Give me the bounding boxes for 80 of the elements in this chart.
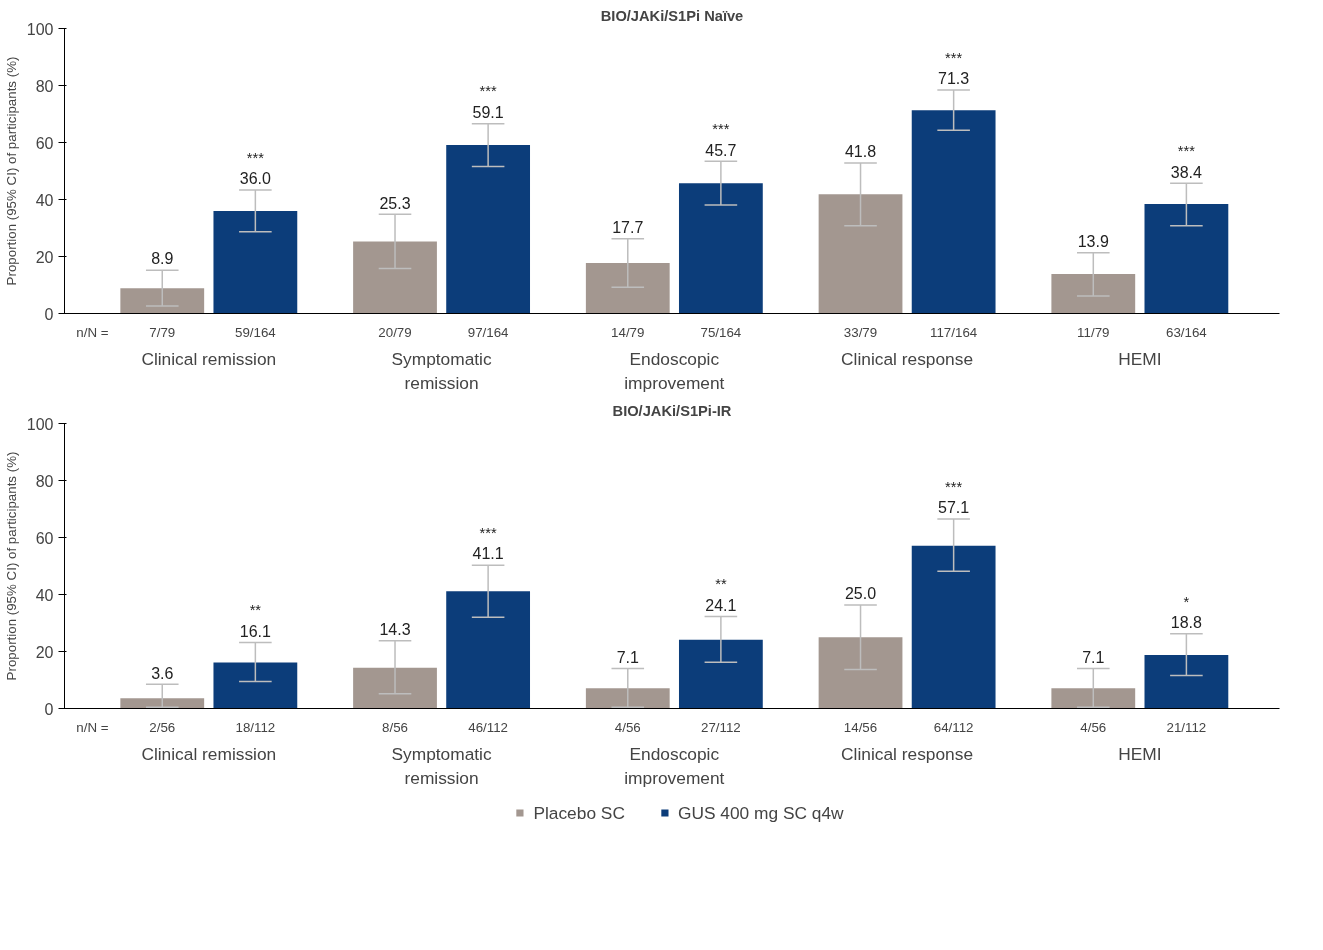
- legend-label: GUS 400 mg SC q4w: [677, 802, 844, 823]
- annotation: **: [249, 602, 262, 619]
- data-label: 3.6: [151, 664, 174, 682]
- data-label: 17.7: [612, 219, 644, 237]
- data-label: 25.0: [844, 585, 877, 603]
- text: 27/112: [700, 719, 741, 735]
- text: 8/56: [382, 719, 408, 735]
- data-label: 38.4: [1170, 163, 1203, 181]
- annotation: ***: [479, 83, 497, 100]
- data-label: 57.1: [938, 499, 970, 517]
- annotation: ***: [1177, 143, 1196, 160]
- y-axis-title: Proportion (95% CI) of participants (%): [3, 56, 19, 286]
- y-tick-label: 40: [35, 586, 54, 604]
- text: 14/79: [611, 324, 645, 340]
- x-tick-label: Clinical response: [841, 348, 974, 369]
- x-tick-label: Clinical remission: [141, 348, 277, 369]
- text: 33/79: [843, 324, 878, 340]
- annotation: *: [1183, 593, 1190, 610]
- text: 46/112: [468, 719, 509, 735]
- text: 117/164: [930, 324, 978, 340]
- text: 97/164: [467, 324, 510, 340]
- data-label: 13.9: [1077, 233, 1109, 251]
- annotation: ***: [246, 149, 265, 166]
- text: 20/79: [378, 324, 412, 340]
- y-tick-label: 60: [35, 134, 54, 152]
- y-tick-label: 0: [44, 305, 54, 323]
- data-label: 25.3: [379, 194, 411, 212]
- y-tick-label: 60: [35, 529, 54, 547]
- data-label: 41.8: [844, 143, 877, 161]
- legend-label: Placebo SC: [533, 802, 625, 823]
- text: n/N =: [76, 324, 109, 340]
- x-tick-label: Symptomatic remission: [391, 743, 492, 788]
- data-label: 7.1: [1082, 648, 1105, 666]
- y-tick-label: 20: [35, 643, 54, 661]
- y-tick-label: 100: [26, 20, 54, 38]
- text: 4/56: [614, 719, 641, 735]
- data-label: 45.7: [705, 141, 737, 159]
- x-tick-label: HEMI: [1118, 348, 1162, 369]
- data-label: 24.1: [705, 596, 737, 614]
- data-label: 36.0: [239, 170, 272, 188]
- data-label: 14.3: [379, 620, 411, 638]
- annotation: ***: [945, 49, 963, 66]
- text: 14/56: [843, 719, 878, 735]
- text: n/N =: [76, 719, 109, 735]
- y-tick-label: 80: [35, 472, 54, 490]
- y-tick-label: 20: [35, 248, 54, 266]
- x-tick-label: HEMI: [1118, 743, 1162, 764]
- data-label: 16.1: [239, 622, 272, 640]
- text: 64/112: [933, 719, 974, 735]
- text: 2/56: [149, 719, 176, 735]
- data-label: 59.1: [472, 103, 504, 121]
- text: 59/164: [234, 324, 277, 340]
- data-label: 41.1: [472, 545, 504, 563]
- annotation: **: [715, 576, 727, 593]
- chart-title: BIO/JAKi/S1Pi-IR: [612, 402, 732, 419]
- y-tick-label: 0: [44, 700, 54, 718]
- text: 18/112: [235, 719, 276, 735]
- text: 75/164: [700, 324, 742, 340]
- text: 11/79: [1077, 324, 1110, 340]
- x-tick-label: Clinical remission: [141, 743, 277, 764]
- x-tick-label: Endoscopic improvement: [624, 743, 725, 788]
- x-tick-label: Endoscopic improvement: [624, 348, 725, 393]
- data-label: 71.3: [938, 70, 970, 88]
- chart-title: BIO/JAKi/S1Pi Naïve: [600, 7, 744, 24]
- text: 21/112: [1166, 719, 1207, 735]
- y-tick-label: 100: [26, 415, 54, 433]
- y-tick-label: 40: [35, 191, 54, 209]
- data-label: 8.9: [151, 250, 174, 268]
- data-label: 18.8: [1170, 614, 1203, 632]
- y-tick-label: 80: [35, 77, 54, 95]
- data-label: 7.1: [616, 648, 639, 666]
- x-tick-label: Clinical response: [841, 743, 974, 764]
- text: 7/79: [149, 324, 176, 340]
- text: 63/164: [1166, 324, 1208, 340]
- annotation: ***: [712, 121, 730, 138]
- annotation: ***: [479, 524, 497, 541]
- y-axis-title: Proportion (95% CI) of participants (%): [3, 451, 19, 681]
- x-tick-label: Symptomatic remission: [391, 348, 492, 393]
- annotation: ***: [945, 478, 963, 495]
- text: 4/56: [1080, 719, 1107, 735]
